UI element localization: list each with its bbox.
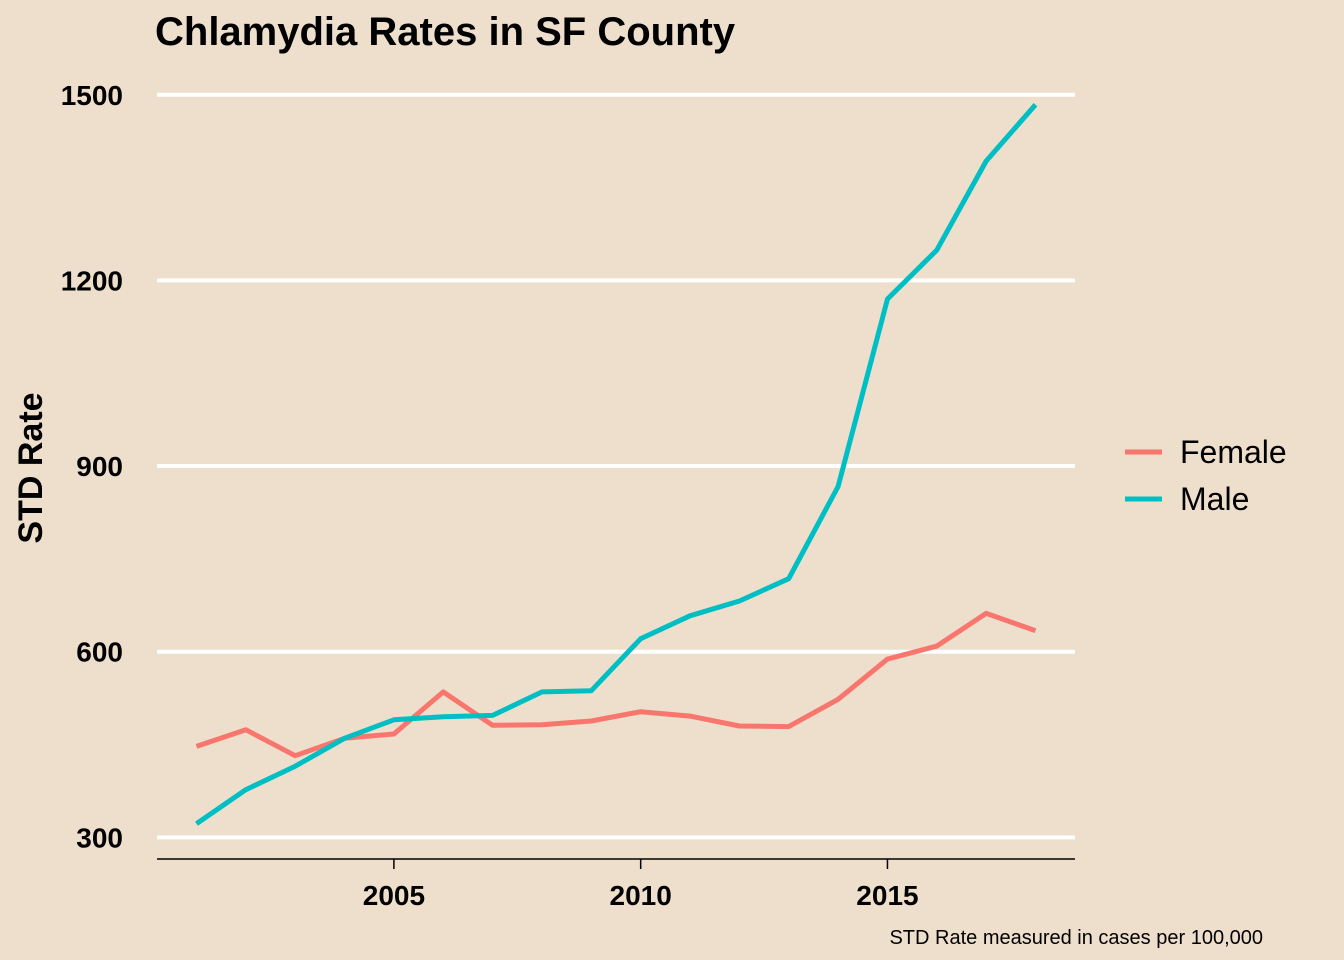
gridlines — [157, 92, 1075, 840]
y-tick-labels: 300 600 900 1200 1500 — [61, 80, 123, 854]
series-line-female — [195, 610, 1037, 759]
y-tick-label: 1200 — [61, 265, 123, 296]
x-ticks: 2005 2010 2015 — [363, 859, 919, 911]
legend-label-female: Female — [1180, 434, 1287, 470]
x-tick-label: 2010 — [610, 880, 672, 911]
legend-label-male: Male — [1180, 481, 1249, 517]
y-tick-label: 300 — [76, 822, 123, 853]
chart-title: Chlamydia Rates in SF County — [155, 10, 736, 54]
chart-caption: STD Rate measured in cases per 100,000 — [889, 927, 1263, 949]
series-lines — [195, 103, 1038, 826]
y-tick-label: 600 — [76, 637, 123, 668]
x-tick-label: 2015 — [856, 880, 918, 911]
x-tick-label: 2005 — [363, 880, 425, 911]
y-tick-label: 900 — [76, 451, 123, 482]
y-axis-label: STD Rate — [12, 392, 50, 543]
legend: Female Male — [1125, 434, 1287, 517]
series-line-male — [195, 103, 1038, 826]
y-tick-label: 1500 — [61, 80, 123, 111]
